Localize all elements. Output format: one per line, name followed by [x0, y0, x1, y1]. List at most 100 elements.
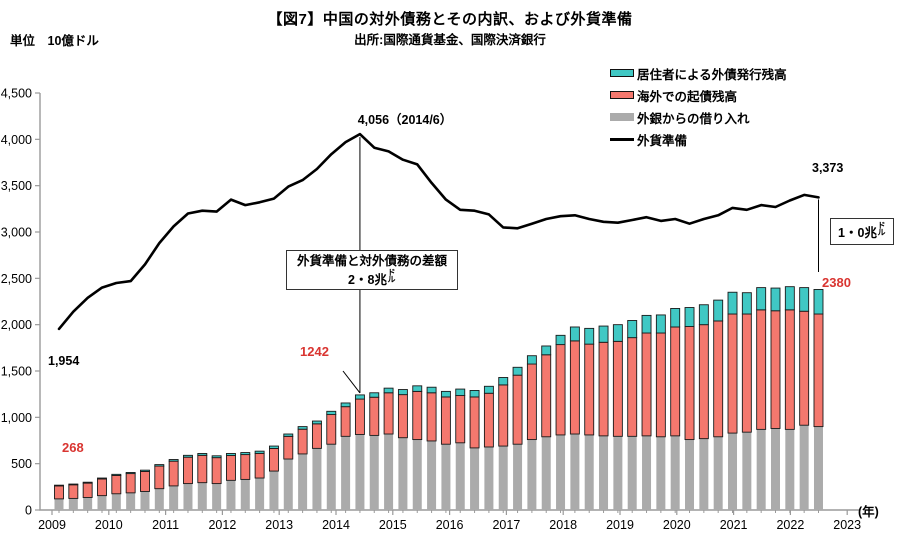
bar-resident-bonds [655, 314, 666, 334]
bar-overseas-bonds [512, 374, 523, 445]
bar-bank-borrowing [83, 497, 93, 510]
bar-resident-bonds [483, 385, 494, 394]
bar-overseas-bonds [526, 363, 537, 441]
bar-overseas-bonds [226, 455, 236, 481]
bar-bank-borrowing [140, 491, 150, 510]
bar-bank-borrowing [742, 432, 752, 510]
fx-reserves-end-label: 3,373 [812, 161, 844, 175]
bar-resident-bonds [297, 426, 308, 430]
bar-resident-bonds [598, 325, 609, 343]
bar-resident-bonds [283, 433, 294, 437]
bar-bank-borrowing [212, 483, 222, 510]
bar-resident-bonds [383, 387, 394, 394]
bar-overseas-bonds [641, 332, 652, 437]
bar-resident-bonds [54, 484, 64, 487]
bar-bank-borrowing [369, 435, 379, 510]
bar-bank-borrowing [154, 488, 164, 510]
bar-resident-bonds [354, 394, 365, 400]
bar-overseas-bonds [784, 309, 795, 430]
x-tick-label: 2021 [720, 518, 748, 532]
bar-resident-bonds [670, 308, 681, 328]
bar-resident-bonds [125, 472, 136, 475]
bar-overseas-bonds [311, 423, 322, 449]
bar-overseas-bonds [183, 456, 193, 485]
bar-overseas-bonds [111, 474, 122, 495]
gap-2022-callout: 1・0兆ドル [830, 218, 894, 245]
bar-bank-borrowing [685, 439, 695, 510]
bar-bank-borrowing [728, 433, 738, 510]
bar-overseas-bonds [598, 341, 609, 437]
bar-resident-bonds [541, 345, 552, 356]
bar-overseas-bonds [655, 332, 666, 438]
bar-bank-borrowing [326, 444, 336, 510]
bar-overseas-bonds [383, 392, 394, 435]
bar-bank-borrowing [412, 439, 422, 510]
bar-overseas-bonds [670, 326, 681, 437]
bar-overseas-bonds [426, 392, 437, 442]
bar-overseas-bonds [97, 478, 107, 497]
bar-bank-borrowing [813, 426, 823, 510]
bar-overseas-bonds [283, 435, 294, 460]
bar-bank-borrowing [670, 435, 680, 510]
bar-bank-borrowing [255, 478, 265, 510]
x-tick-label: 2016 [436, 518, 464, 532]
x-tick-label: 2015 [379, 518, 407, 532]
bar-resident-bonds [440, 390, 451, 398]
bar-overseas-bonds [813, 313, 824, 428]
bar-bank-borrowing [699, 438, 709, 510]
x-axis-unit-label: (年) [858, 505, 879, 519]
chart-title: 【図7】中国の対外債務とその内訳、および外貨準備 [267, 11, 633, 28]
bar-resident-bonds [612, 324, 623, 342]
bar-overseas-bonds [612, 340, 623, 437]
bar-overseas-bonds [240, 454, 251, 480]
x-tick-label: 2020 [663, 518, 691, 532]
bar-overseas-bonds [483, 392, 494, 448]
x-tick-label: 2018 [549, 518, 577, 532]
bar-resident-bonds [197, 453, 208, 456]
x-tick-label: 2017 [492, 518, 520, 532]
bar-overseas-bonds [254, 452, 265, 479]
bar-resident-bonds [813, 289, 824, 315]
bar-resident-bonds [326, 410, 337, 416]
total-debt-2014-label: 1242 [300, 344, 329, 359]
bar-resident-bonds [713, 299, 724, 322]
y-tick-label: 2,500 [1, 272, 32, 286]
fx-reserves-start-label: 1,954 [48, 354, 80, 368]
bar-overseas-bonds [269, 448, 279, 472]
bar-resident-bonds [97, 477, 107, 480]
bar-bank-borrowing [584, 434, 594, 510]
bar-overseas-bonds [297, 428, 308, 455]
x-tick-label: 2012 [208, 518, 236, 532]
bar-resident-bonds [469, 390, 480, 398]
y-tick-label: 3,500 [1, 179, 32, 193]
bar-overseas-bonds [555, 344, 566, 436]
bar-bank-borrowing [97, 495, 107, 510]
legend-item-bank-borrowing: 外銀からの借り入れ [610, 106, 787, 128]
x-tick-label: 2010 [95, 518, 123, 532]
bar-overseas-bonds [799, 310, 810, 426]
x-tick-label: 2013 [265, 518, 293, 532]
x-tick-label: 2011 [152, 518, 179, 532]
bar-bank-borrowing [226, 480, 236, 510]
bar-overseas-bonds [326, 414, 337, 445]
label-1242-pointer-line [342, 370, 361, 394]
gap-2014-callout-line2: 2・8兆ドル [348, 267, 396, 287]
bar-overseas-bonds [440, 396, 451, 445]
bar-resident-bonds [254, 450, 265, 454]
legend-label: 外貨準備 [637, 133, 688, 148]
bar-bank-borrowing [627, 436, 637, 510]
bar-overseas-bonds [698, 324, 709, 440]
bar-bank-borrowing [298, 453, 308, 510]
bar-overseas-bonds [741, 313, 752, 433]
bar-overseas-bonds [713, 320, 724, 438]
doru-small-text: ドル [387, 267, 396, 284]
y-tick-label: 1,000 [1, 411, 32, 425]
bar-resident-bonds [727, 291, 738, 315]
bar-resident-bonds [641, 314, 652, 334]
bar-overseas-bonds [770, 310, 781, 429]
bar-overseas-bonds [140, 471, 150, 492]
bar-bank-borrowing [613, 436, 623, 510]
bar-overseas-bonds [627, 337, 638, 437]
bar-overseas-bonds [469, 396, 480, 449]
